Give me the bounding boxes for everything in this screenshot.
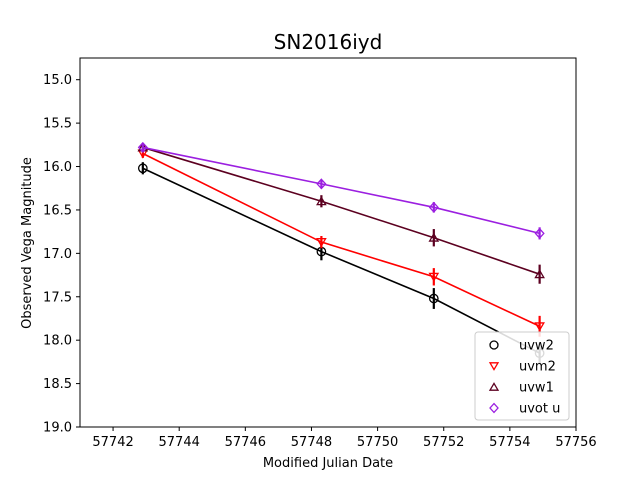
plot-frame: [79, 57, 577, 428]
legend-box: [474, 331, 570, 421]
x-tick-label: 57742: [92, 435, 133, 450]
series-uvot-u: [137, 141, 545, 240]
y-tick-label: 18.0: [43, 334, 72, 349]
x-axis-label: Modified Julian Date: [263, 456, 393, 471]
legend-marker-uvw2: [489, 340, 499, 350]
x-tick-label: 57750: [357, 435, 398, 450]
data-point-uvw2: [428, 293, 439, 304]
legend-marker-uvot-u: [489, 402, 499, 414]
series-line-uvm2: [142, 152, 540, 328]
x-tick-label: 57752: [423, 435, 464, 450]
series-line-uvot-u: [142, 146, 540, 235]
x-tick-label: 57756: [555, 435, 596, 450]
data-point-uvw1: [428, 232, 440, 242]
y-axis-label: Observed Vega Magnitude: [20, 157, 35, 329]
data-point-uvot-u: [316, 178, 327, 190]
legend-marker-uvw1: [488, 382, 500, 391]
legend-label-uvw2: uvw2: [519, 339, 554, 354]
data-point-uvot-u: [534, 227, 545, 239]
data-point-uvw1: [534, 269, 545, 279]
y-tick-label: 16.0: [43, 160, 72, 175]
series-line-uvw1: [142, 146, 540, 275]
x-tick-label: 57746: [225, 435, 266, 450]
data-point-uvm2: [316, 238, 327, 248]
y-tick-label: 16.5: [43, 203, 72, 218]
x-tick-label: 57744: [159, 435, 200, 450]
series-line-uvw2: [142, 167, 540, 354]
y-tick-label: 19.0: [43, 421, 72, 436]
data-point-uvot-u: [137, 141, 148, 154]
y-tick-label: 18.5: [43, 377, 72, 392]
data-point-uvot-u: [428, 201, 439, 213]
legend-label-uvw1: uvw1: [519, 381, 554, 396]
legend-label-uvm2: uvm2: [519, 360, 556, 375]
legend-label-uvot-u: uvot u: [519, 402, 560, 417]
data-point-uvw1: [316, 196, 327, 206]
data-point-uvw2: [137, 163, 148, 174]
legend: uvw2 uvm2 uvw1 uvot u: [474, 331, 570, 421]
chart-title: SN2016iyd: [274, 30, 383, 54]
x-tick-label: 57754: [489, 435, 530, 450]
y-tick-label: 15.5: [43, 117, 72, 132]
y-tick-label: 17.5: [43, 290, 72, 305]
x-tick-label: 57748: [291, 435, 332, 450]
data-point-uvm2: [428, 272, 440, 282]
axes: 57742 57744 57746 57748 57750 57752 57754 57756…: [43, 57, 597, 450]
legend-marker-uvm2: [488, 362, 500, 371]
series-uvm2: [137, 149, 545, 337]
y-tick-label: 17.0: [43, 247, 72, 262]
data-point-uvm2: [534, 322, 545, 332]
y-tick-label: 15.0: [43, 73, 72, 88]
